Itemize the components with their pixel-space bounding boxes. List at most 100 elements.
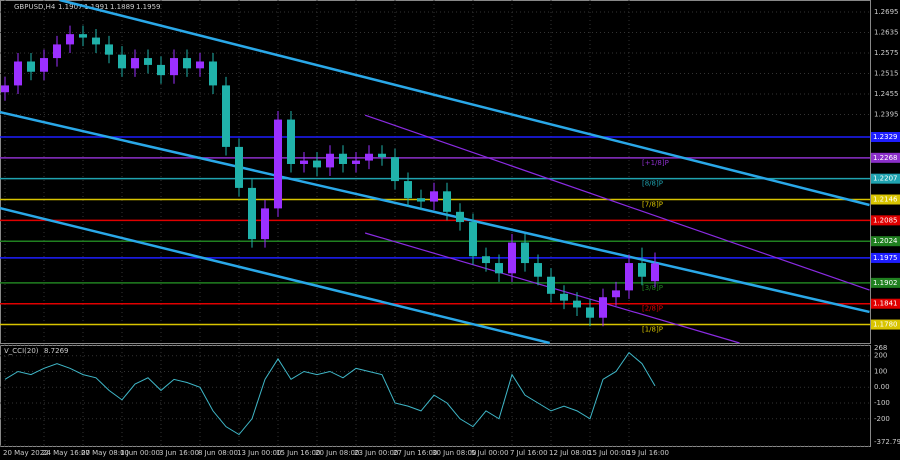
level-price-label: 1.1902	[873, 279, 898, 287]
cci-tick-label: 0.00	[874, 383, 890, 391]
cci-tick-label: -372.793	[874, 438, 900, 446]
level-name: [8/8]P	[642, 180, 663, 188]
candle-body	[53, 44, 61, 59]
level-price-label: 1.2329	[873, 133, 898, 141]
candle-body	[378, 153, 386, 158]
x-tick-label: 23 Jun 00:00	[354, 449, 398, 457]
level-price-label: 1.2024	[873, 237, 898, 245]
level-price-box	[871, 131, 900, 142]
candle-body	[196, 61, 204, 69]
level-price-box	[871, 173, 900, 184]
cci-tick-label: 100	[874, 367, 887, 375]
candle-body	[261, 208, 269, 240]
trendline	[0, 110, 870, 314]
level-price-box	[871, 236, 900, 247]
candle-body	[534, 263, 542, 277]
header-value: 1.1991	[84, 3, 109, 11]
x-tick-label: 20 May 2022	[3, 449, 49, 457]
trendline	[364, 114, 870, 291]
candle-body	[638, 263, 646, 277]
y-tick-label: 1.2635	[874, 28, 899, 36]
candle-body	[300, 160, 308, 164]
trendline	[0, 206, 550, 345]
level-name: [1/8]P	[642, 326, 663, 334]
level-name: [3/8]P	[642, 284, 663, 292]
level-price-label: 1.1975	[873, 254, 898, 262]
candle-body	[521, 242, 529, 264]
x-tick-label: 7 Jul 16:00	[510, 449, 548, 457]
chart-title: GBPUSD,H4	[14, 3, 56, 11]
level-price-box	[871, 194, 900, 205]
cci-line	[4, 351, 656, 436]
x-tick-label: 24 May 16:00	[42, 449, 90, 457]
y-tick-label: 1.2515	[874, 69, 899, 77]
x-tick-label: 12 Jul 08:00	[549, 449, 591, 457]
candle-body	[209, 61, 217, 86]
cci-pane	[0, 345, 871, 447]
level-price-box	[871, 215, 900, 226]
cci-tick-label: 200	[874, 352, 887, 360]
cci-value: 8.7269	[44, 347, 69, 355]
main-pane	[0, 0, 871, 344]
x-tick-label: 3 Jun 16:00	[159, 449, 199, 457]
candle-body	[612, 290, 620, 298]
candle-body	[14, 61, 22, 86]
candle-body	[625, 263, 633, 291]
candle-body	[274, 119, 282, 209]
candle-body	[235, 146, 243, 188]
y-tick-label: 1.2395	[874, 110, 899, 118]
x-tick-label: 20 Jun 08:00	[315, 449, 359, 457]
candle-body	[586, 307, 594, 318]
level-price-label: 1.2207	[873, 175, 898, 183]
candle-body	[508, 242, 516, 274]
cci-tick-label: -200	[874, 415, 890, 423]
candle-body	[495, 263, 503, 274]
header-value: 1.1907	[58, 3, 83, 11]
candle-body	[105, 44, 113, 55]
cci-tick-label: -100	[874, 399, 890, 407]
x-tick-label: 30 Jun 08:00	[432, 449, 476, 457]
x-tick-label: 27 May 08:00	[81, 449, 129, 457]
x-tick-label: 19 Jul 16:00	[627, 449, 669, 457]
candle-body	[222, 85, 230, 147]
candle-body	[40, 58, 48, 72]
level-price-label: 1.2146	[873, 196, 898, 204]
candle-body	[651, 263, 659, 282]
level-price-label: 1.1841	[873, 300, 898, 308]
candle-body	[287, 119, 295, 164]
level-name: [7/8]P	[642, 201, 663, 209]
candle-body	[482, 256, 490, 264]
level-price-label: 1.1780	[873, 321, 898, 329]
candle-body	[326, 153, 334, 168]
level-price-box	[871, 319, 900, 330]
candle-body	[92, 37, 100, 45]
candle-body	[339, 153, 347, 164]
x-tick-label: 13 Jun 00:00	[237, 449, 281, 457]
cci-title: V_CCI(20)	[4, 347, 39, 355]
x-tick-label: 8 Jun 08:00	[198, 449, 238, 457]
x-tick-label: 27 Jun 16:00	[393, 449, 437, 457]
candle-body	[183, 58, 191, 69]
candle-body	[131, 58, 139, 69]
candle-body	[547, 276, 555, 294]
candle-body	[469, 222, 477, 257]
level-price-box	[871, 298, 900, 309]
candle-body	[430, 191, 438, 202]
x-tick-label: 5 Jul 00:00	[471, 449, 509, 457]
candle-body	[404, 181, 412, 199]
candle-body	[27, 61, 35, 72]
header-value: 1.1959	[136, 3, 161, 11]
candle-body	[599, 297, 607, 318]
candle-body	[391, 157, 399, 182]
y-tick-label: 1.2695	[874, 8, 899, 16]
candle-body	[365, 153, 373, 161]
candle-body	[456, 211, 464, 223]
candle-body	[1, 85, 9, 93]
level-price-box	[871, 277, 900, 288]
x-tick-label: 15 Jun 16:00	[276, 449, 320, 457]
candle-body	[170, 58, 178, 76]
candle-body	[144, 58, 152, 65]
level-price-box	[871, 152, 900, 163]
candle-body	[443, 191, 451, 212]
